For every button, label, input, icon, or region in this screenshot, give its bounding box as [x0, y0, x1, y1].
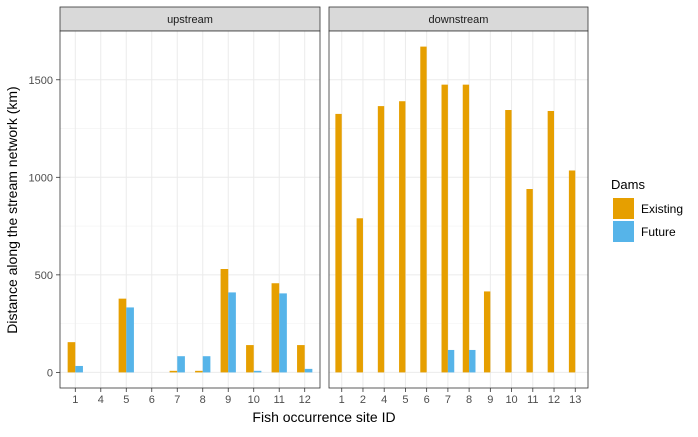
y-tick-label: 0 — [47, 367, 53, 379]
bar-upstream-future-site-8 — [202, 356, 211, 373]
x-tick-label: 5 — [123, 394, 129, 406]
x-tick-label: 2 — [360, 394, 366, 406]
x-tick-label: 1 — [72, 394, 78, 406]
x-tick-label: 4 — [381, 394, 387, 406]
bar-downstream-existing-site-10 — [505, 110, 512, 373]
legend-key-existing — [613, 198, 634, 219]
y-axis-title: Distance along the stream network (km) — [4, 86, 20, 333]
bar-upstream-future-site-5 — [126, 307, 134, 373]
bar-upstream-existing-site-1 — [67, 342, 76, 373]
bar-downstream-existing-site-1 — [335, 113, 342, 373]
x-tick-label: 10 — [505, 394, 517, 406]
bar-downstream-existing-site-4 — [377, 106, 385, 373]
bar-upstream-existing-site-7 — [169, 370, 178, 373]
bar-upstream-future-site-7 — [177, 356, 185, 373]
bar-upstream-existing-site-11 — [271, 283, 280, 373]
x-tick-label: 10 — [248, 394, 260, 406]
strip-background — [59, 6, 321, 32]
bar-downstream-existing-site-5 — [399, 101, 406, 373]
x-tick-label: 11 — [274, 394, 285, 406]
panel-upstream: upstream 1 4 5 6 7 8 9 10 11 12 — [59, 6, 321, 406]
x-tick-label: 7 — [445, 394, 451, 406]
bar-upstream-existing-site-12 — [297, 345, 305, 373]
bar-upstream-future-site-12 — [304, 368, 313, 373]
bar-downstream-existing-site-8 — [462, 84, 470, 373]
bar-downstream-existing-site-2 — [356, 218, 363, 373]
x-tick-label: 9 — [225, 394, 231, 406]
panel-border — [328, 30, 589, 389]
legend-label-future: Future — [641, 225, 676, 239]
x-tick-label: 13 — [569, 394, 581, 406]
bar-upstream-future-site-1 — [75, 365, 83, 373]
x-tick-label: 5 — [402, 394, 408, 406]
strip-label: upstream — [167, 14, 213, 26]
legend-label-existing: Existing — [641, 202, 683, 216]
x-tick-label: 9 — [487, 394, 493, 406]
x-tick-label: 11 — [527, 394, 538, 406]
bar-downstream-future-site-8 — [469, 349, 476, 373]
x-tick-label: 7 — [174, 394, 180, 406]
x-tick-label: 8 — [200, 394, 206, 406]
bar-upstream-existing-site-10 — [246, 345, 254, 373]
x-tick-label: 1 — [339, 394, 345, 406]
y-tick-label: 500 — [35, 270, 53, 282]
legend-title: Dams — [611, 177, 645, 192]
bar-upstream-future-site-10 — [253, 370, 262, 373]
x-tick-label: 6 — [149, 394, 155, 406]
bar-downstream-existing-site-6 — [420, 46, 427, 373]
y-axis: 0 500 1000 1500 — [29, 75, 60, 379]
legend: Dams Existing Future — [611, 177, 683, 242]
bar-downstream-existing-site-13 — [568, 170, 576, 373]
x-tick-label: 4 — [98, 394, 104, 406]
strip-label: downstream — [429, 14, 489, 26]
bar-downstream-future-site-7 — [447, 349, 455, 373]
bar-downstream-existing-site-7 — [441, 84, 448, 373]
x-tick-label: 12 — [299, 394, 311, 406]
x-axis-title: Fish occurrence site ID — [252, 409, 395, 425]
x-tick-label: 12 — [548, 394, 560, 406]
bar-downstream-existing-site-9 — [483, 291, 491, 373]
x-tick-label: 8 — [466, 394, 472, 406]
bar-downstream-existing-site-12 — [547, 110, 555, 373]
panel-border — [59, 30, 321, 389]
bar-upstream-existing-site-5 — [118, 298, 127, 373]
y-tick-label: 1000 — [29, 172, 53, 184]
panel-background — [329, 31, 588, 388]
y-tick-label: 1500 — [29, 75, 53, 87]
bar-downstream-existing-site-11 — [526, 189, 533, 373]
x-tick-label: 6 — [424, 394, 430, 406]
bar-upstream-future-site-11 — [279, 293, 287, 373]
legend-key-future — [613, 221, 634, 242]
bar-upstream-existing-site-8 — [195, 370, 203, 373]
bar-upstream-future-site-9 — [228, 292, 236, 373]
strip-background — [328, 6, 589, 32]
bar-upstream-existing-site-9 — [220, 269, 229, 373]
